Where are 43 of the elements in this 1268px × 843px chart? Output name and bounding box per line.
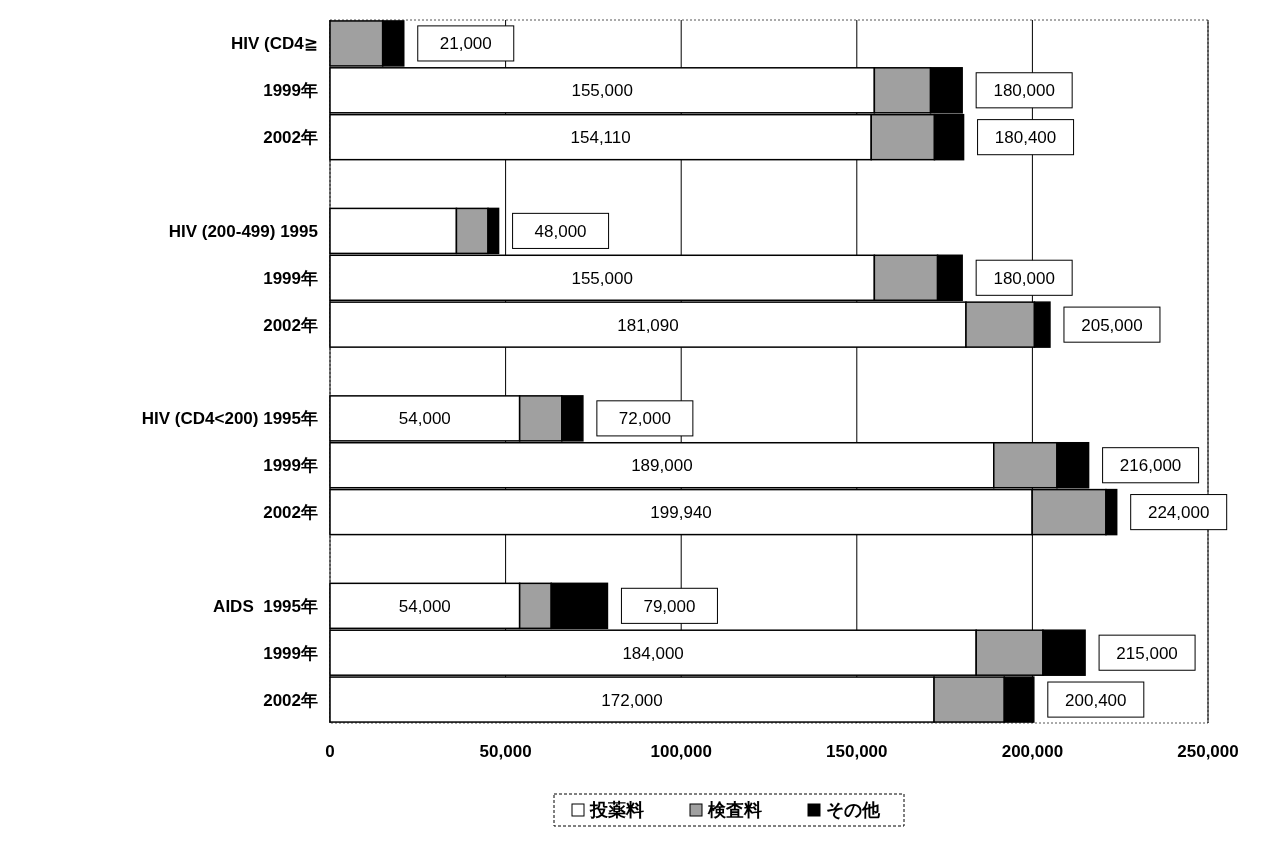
total-label: 200,400 — [1065, 690, 1127, 710]
legend-label: 投薬料 — [589, 800, 644, 821]
legend-label: 検査料 — [707, 800, 762, 821]
total-label: 205,000 — [1081, 315, 1143, 335]
data-label: 154,110 — [570, 128, 631, 148]
y-tick-label: 2002年 — [263, 128, 318, 148]
data-label: 199,940 — [650, 503, 712, 523]
x-tick-label: 150,000 — [826, 742, 888, 761]
data-label: 184,000 — [622, 643, 684, 663]
x-tick-label: 50,000 — [479, 742, 532, 761]
y-tick-label: HIV (200-499) 1995 — [168, 221, 318, 241]
y-tick-label: 2002年 — [263, 315, 318, 335]
y-tick-label: 2002年 — [263, 503, 318, 523]
total-label: 48,000 — [534, 221, 587, 241]
y-tick-label: AIDS 1995年 — [213, 596, 318, 616]
y-tick-label: 1999年 — [263, 268, 318, 288]
x-tick-label: 250,000 — [1177, 742, 1239, 761]
data-label: 181,090 — [617, 315, 679, 335]
data-label: 54,000 — [398, 409, 451, 429]
total-label: 180,000 — [993, 81, 1055, 101]
y-tick-label: 1999年 — [263, 456, 318, 476]
data-label: 155,000 — [571, 268, 633, 288]
y-tick-label: HIV (CD4<200) 1995年 — [141, 409, 318, 429]
data-label: 54,000 — [398, 596, 451, 616]
total-label: 224,000 — [1147, 503, 1210, 523]
total-label: 72,000 — [618, 409, 671, 429]
y-tick-label: 1999年 — [263, 81, 318, 101]
total-label: 216,000 — [1119, 456, 1182, 476]
legend-label: その他 — [826, 800, 881, 821]
x-tick-label: 0 — [325, 742, 335, 761]
data-label: 189,000 — [631, 456, 693, 476]
total-label: 21,000 — [439, 34, 492, 54]
data-label: 155,000 — [571, 81, 633, 101]
total-label: 79,000 — [643, 596, 696, 616]
total-label: 215,000 — [1116, 643, 1178, 663]
total-label: 180,400 — [994, 128, 1057, 148]
x-tick-label: 100,000 — [650, 742, 712, 761]
y-tick-label: 1999年 — [263, 643, 318, 663]
y-tick-label: HIV (CD4≧ — [231, 34, 318, 54]
total-label: 180,000 — [993, 268, 1055, 288]
data-label: 172,000 — [601, 690, 663, 710]
y-tick-label: 2002年 — [263, 690, 318, 710]
x-tick-label: 200,000 — [1001, 742, 1064, 761]
